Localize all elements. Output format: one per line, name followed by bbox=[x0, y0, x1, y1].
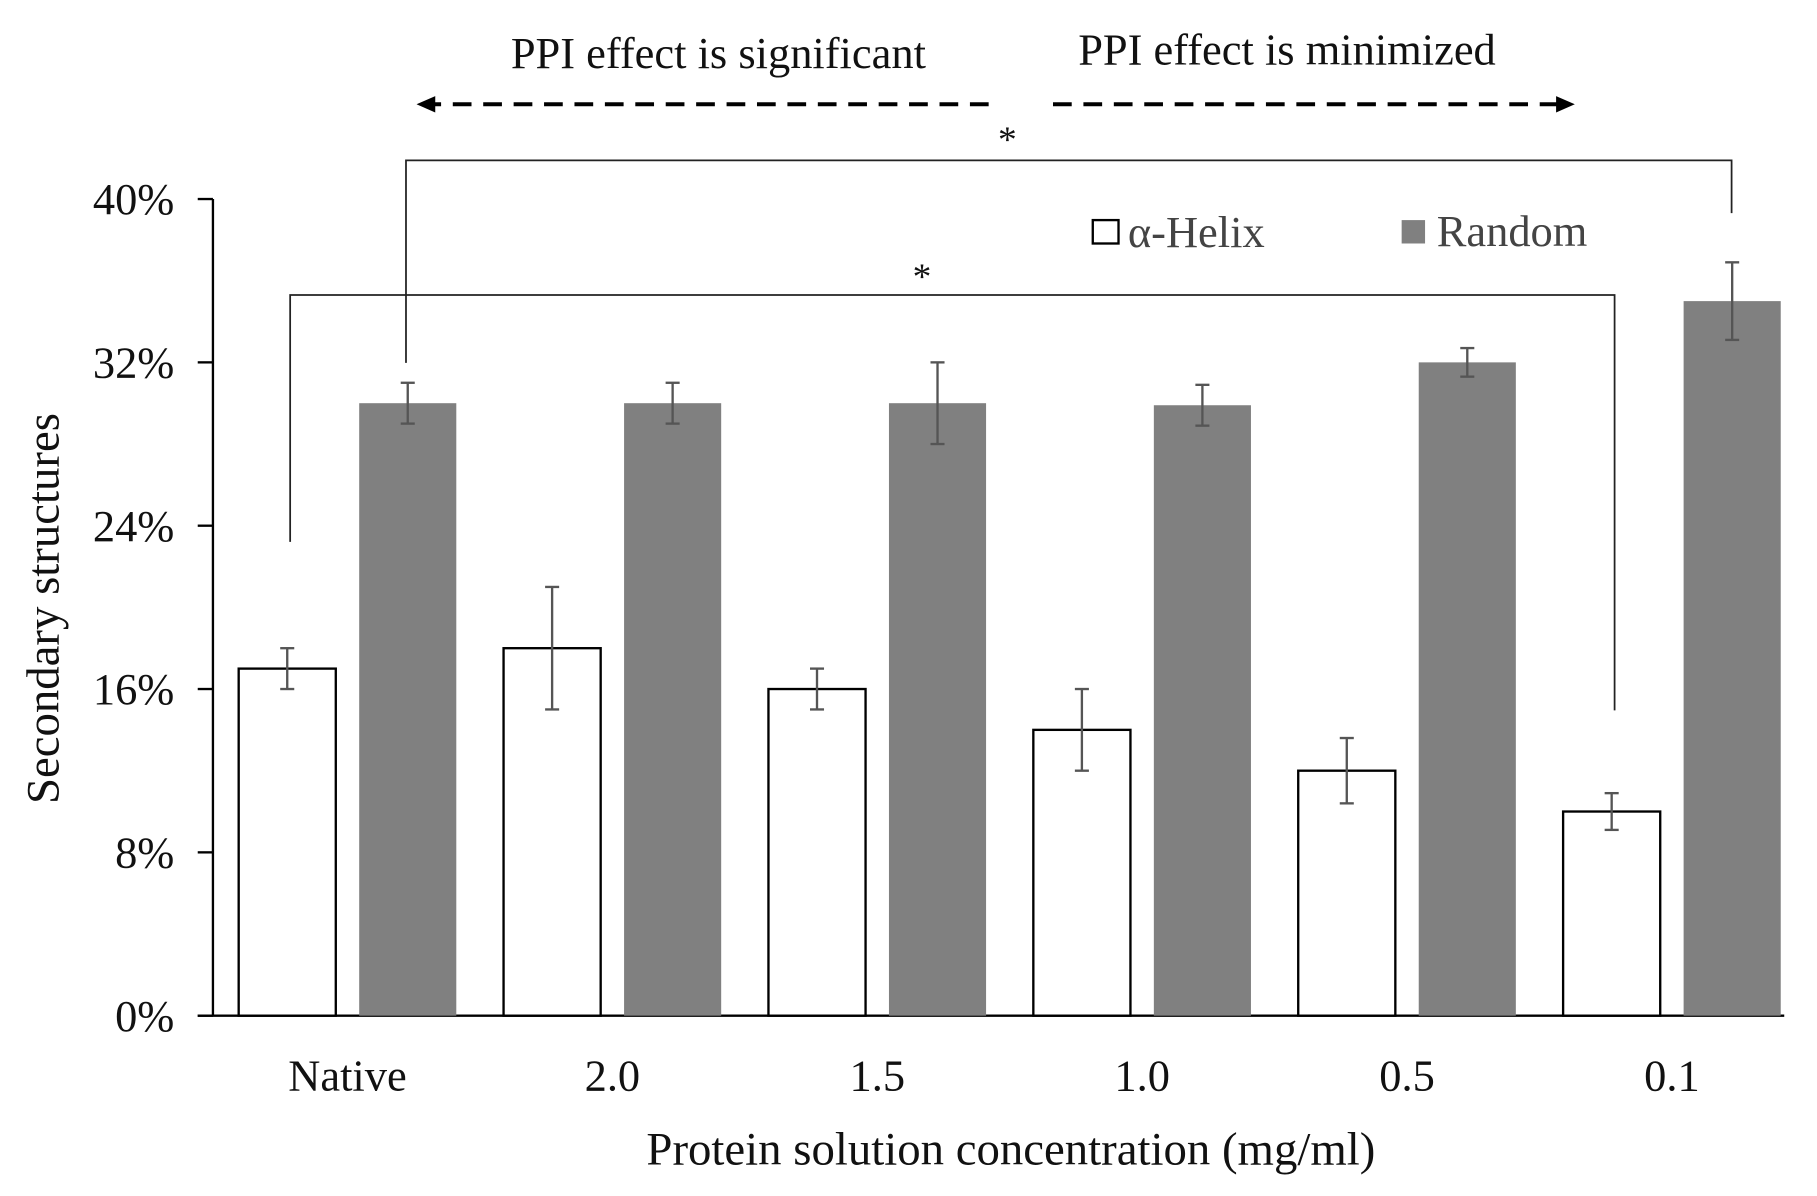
y-tick-label: 8% bbox=[115, 828, 174, 878]
right-arrowhead bbox=[1556, 96, 1575, 113]
significance-bracket-bottom bbox=[289, 294, 1616, 711]
bar-helix bbox=[767, 687, 867, 1017]
bar-random bbox=[1418, 362, 1516, 1016]
right-arrow-label: PPI effect is minimized bbox=[1078, 24, 1496, 74]
bar-random bbox=[1153, 405, 1251, 1016]
significance-marker-bottom: * bbox=[913, 257, 932, 298]
x-tick-label: 0.1 bbox=[1644, 1051, 1700, 1101]
legend-swatch-random bbox=[1401, 220, 1426, 244]
left-arrowhead bbox=[416, 96, 436, 113]
bar-helix bbox=[1297, 769, 1397, 1017]
bar-random bbox=[1683, 301, 1781, 1016]
x-tick-label: 1.0 bbox=[1114, 1051, 1170, 1101]
bar-random bbox=[359, 403, 457, 1016]
x-axis-title: Protein solution concentration (mg/ml) bbox=[646, 1123, 1375, 1175]
significance-marker-top: * bbox=[998, 120, 1017, 161]
bar-helix bbox=[1032, 728, 1132, 1017]
left-arrow-label: PPI effect is significant bbox=[511, 28, 927, 78]
bar-random bbox=[888, 403, 987, 1016]
x-tick-label: 1.5 bbox=[849, 1051, 905, 1101]
legend-label-random: Random bbox=[1437, 206, 1588, 256]
y-tick-label: 32% bbox=[93, 338, 174, 388]
y-tick-label: 24% bbox=[93, 501, 174, 551]
y-tick-label: 16% bbox=[93, 664, 174, 714]
y-tick-label: 0% bbox=[115, 991, 174, 1041]
bar-helix bbox=[237, 667, 337, 1017]
bar-random bbox=[624, 403, 722, 1016]
y-axis-title: Secondary structures bbox=[17, 413, 69, 804]
bar-helix bbox=[1561, 810, 1662, 1017]
x-tick-label: Native bbox=[288, 1051, 406, 1101]
legend-label-helix: α-Helix bbox=[1128, 207, 1265, 257]
legend-swatch-helix bbox=[1091, 218, 1120, 245]
y-tick-label: 40% bbox=[93, 174, 174, 224]
significance-bracket-top bbox=[405, 159, 1733, 363]
x-tick-label: 0.5 bbox=[1379, 1051, 1435, 1101]
x-tick-label: 2.0 bbox=[585, 1051, 641, 1101]
